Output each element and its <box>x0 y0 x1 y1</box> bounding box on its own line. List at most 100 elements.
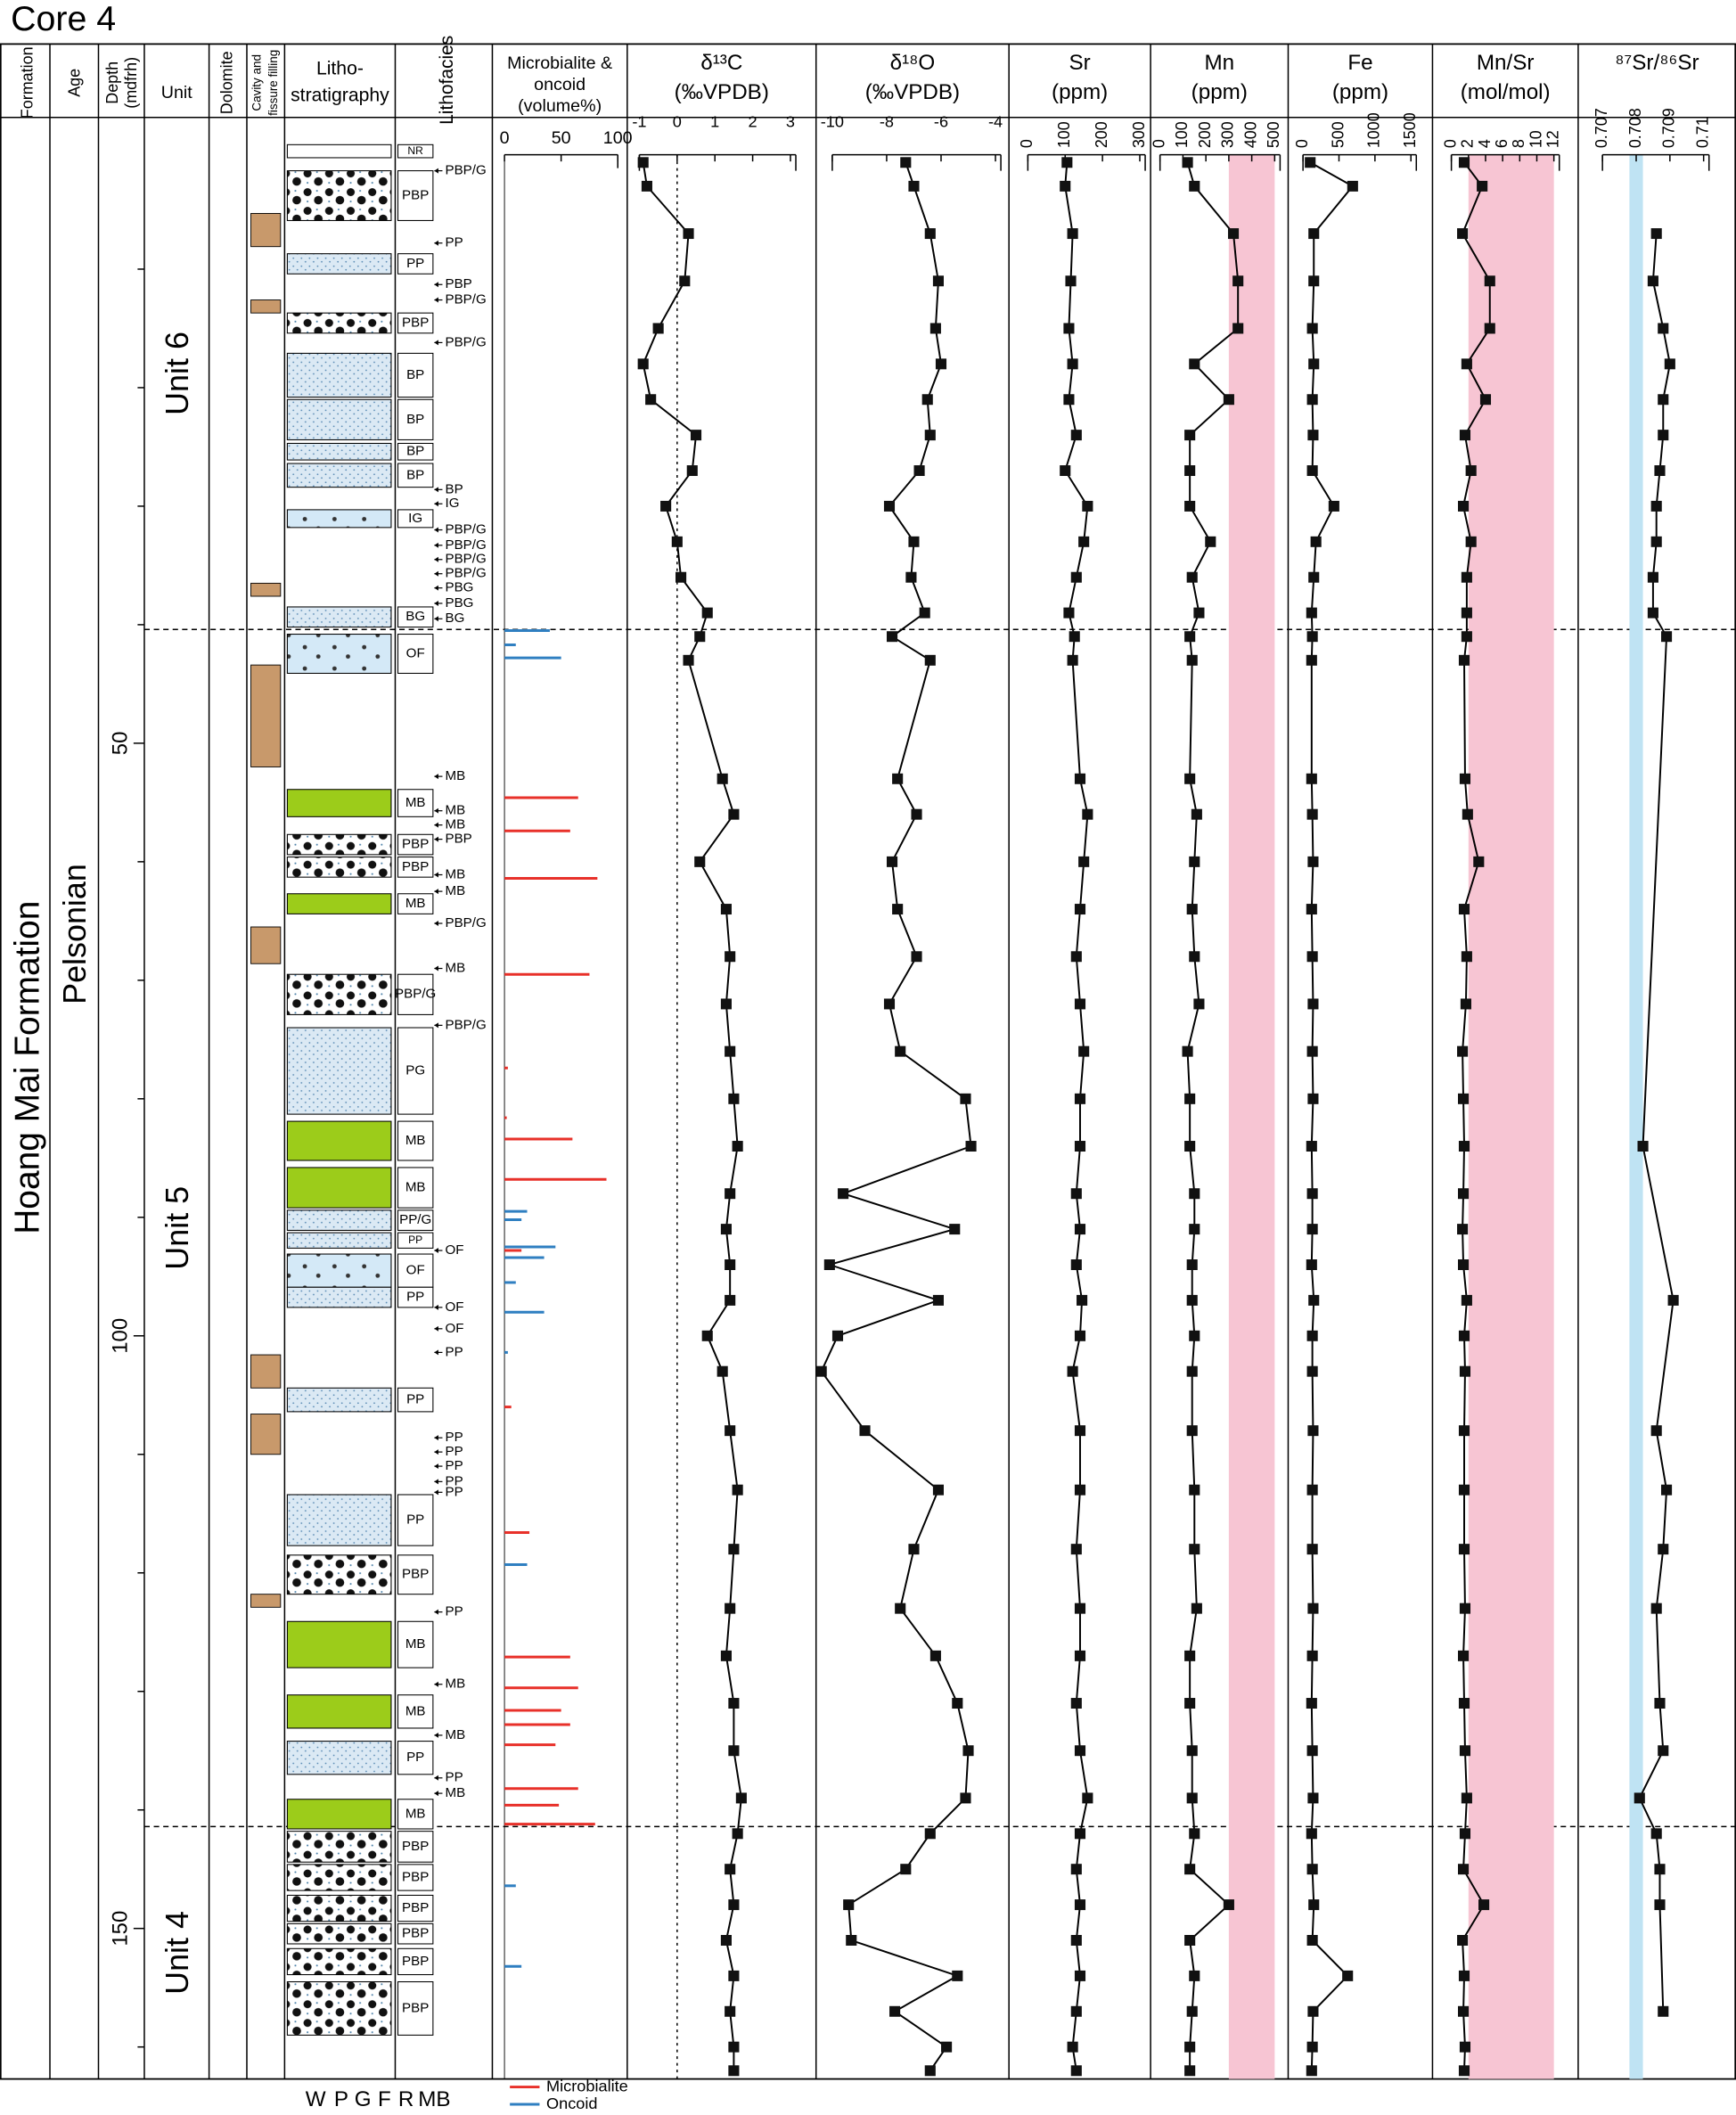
facies-box <box>397 1981 434 2036</box>
facies-box <box>397 833 434 856</box>
data-point <box>883 500 896 512</box>
data-point <box>1306 1330 1318 1341</box>
data-point <box>892 904 904 915</box>
data-point <box>1184 1935 1196 1946</box>
unit-label: Unit 5 <box>159 1186 195 1270</box>
panel-title: Mn/Sr <box>1477 51 1535 75</box>
cavity-fill <box>250 582 282 597</box>
callout-label: BP <box>445 481 463 496</box>
data-point <box>1479 394 1492 406</box>
lithology-bed <box>286 170 392 221</box>
lithology-bed <box>286 1554 392 1595</box>
data-point <box>1654 465 1666 477</box>
facies-box <box>397 1894 434 1922</box>
callout-label: MB <box>445 803 465 818</box>
callout-label: PP <box>445 1344 463 1359</box>
data-point <box>1189 1330 1200 1341</box>
facies-label: PP <box>406 1750 424 1765</box>
data-point <box>1078 536 1090 547</box>
data-point <box>886 856 898 867</box>
callout-arrowhead <box>434 487 438 493</box>
callout-arrowhead <box>434 527 438 533</box>
data-point <box>1306 1864 1318 1875</box>
data-point <box>1650 500 1662 512</box>
panel-title: δ¹³C <box>700 51 742 75</box>
data-point <box>965 1141 977 1152</box>
grain-size-label: R <box>398 2087 414 2111</box>
data-point <box>911 808 922 820</box>
facies-label: OF <box>406 1263 425 1278</box>
callout-label: PP <box>445 235 463 250</box>
data-point <box>889 2005 901 2017</box>
data-point <box>694 856 706 867</box>
data-point <box>1067 358 1078 370</box>
data-point <box>1193 607 1205 619</box>
header: Depth <box>103 61 121 104</box>
data-point <box>725 1603 736 1614</box>
data-point <box>1184 465 1196 477</box>
data-point <box>728 2041 740 2053</box>
data-point <box>683 228 694 240</box>
data-point <box>1457 1650 1470 1661</box>
cavity-fill <box>250 1594 282 1608</box>
data-point <box>1457 1259 1470 1270</box>
data-point <box>1461 631 1472 643</box>
panel-title: (ppm) <box>1052 80 1108 104</box>
panel-title: Fe <box>1347 51 1372 75</box>
lithology-bed <box>286 606 392 628</box>
facies-label: BP <box>406 367 424 382</box>
facies-box <box>397 893 434 914</box>
callout-arrowhead <box>434 1349 438 1356</box>
data-point <box>1184 1650 1196 1661</box>
facies-box <box>397 1694 434 1729</box>
lithology-bed <box>286 1864 392 1891</box>
callout-label: PP <box>445 1770 463 1785</box>
data-point <box>1074 1745 1086 1757</box>
callout-label: IG <box>445 496 459 511</box>
data-point <box>1457 1093 1470 1104</box>
data-point <box>1658 323 1669 334</box>
facies-label: MB <box>405 896 426 911</box>
lithology-bed <box>286 1799 392 1830</box>
data-point <box>637 157 649 168</box>
data-point <box>1067 228 1078 240</box>
data-point <box>1184 1864 1196 1875</box>
data-point <box>1457 1864 1470 1875</box>
x-tick-label: 10 <box>1527 130 1544 148</box>
data-point <box>728 2065 740 2077</box>
data-point <box>1459 1828 1471 1840</box>
data-point <box>1070 430 1082 441</box>
data-point <box>1458 2065 1470 2077</box>
data-point <box>1189 856 1200 867</box>
data-point <box>1457 1224 1469 1235</box>
data-point <box>725 2005 736 2017</box>
facies-label: PBP <box>402 1567 429 1582</box>
data-point <box>1074 1970 1086 1981</box>
x-tick-label: 8 <box>1510 139 1527 148</box>
data-point <box>720 998 732 1010</box>
facies-box <box>397 1922 434 1945</box>
data-point <box>1232 275 1244 287</box>
lithology-bed <box>286 893 392 914</box>
panel-title: oncoid <box>534 75 585 94</box>
data-point <box>1650 1603 1662 1614</box>
data-point <box>1306 394 1318 406</box>
data-point <box>1078 1045 1090 1057</box>
data-point <box>823 1259 835 1270</box>
callout-arrowhead <box>434 836 438 842</box>
data-point <box>732 1141 743 1152</box>
data-point <box>1074 1141 1086 1152</box>
unit-label: Unit 6 <box>159 332 195 415</box>
facies-box <box>397 1947 434 1976</box>
data-point <box>1078 856 1090 867</box>
data-point <box>1306 607 1317 619</box>
header: Litho- <box>316 58 364 78</box>
x-tick-label: 2 <box>749 113 757 131</box>
lithology-bed <box>286 1167 392 1209</box>
data-point <box>1306 1188 1318 1200</box>
data-point <box>1457 500 1470 512</box>
data-point <box>645 394 657 406</box>
data-point <box>1306 2065 1317 2077</box>
data-point <box>1227 228 1240 240</box>
callout-label: PBG <box>445 595 473 611</box>
